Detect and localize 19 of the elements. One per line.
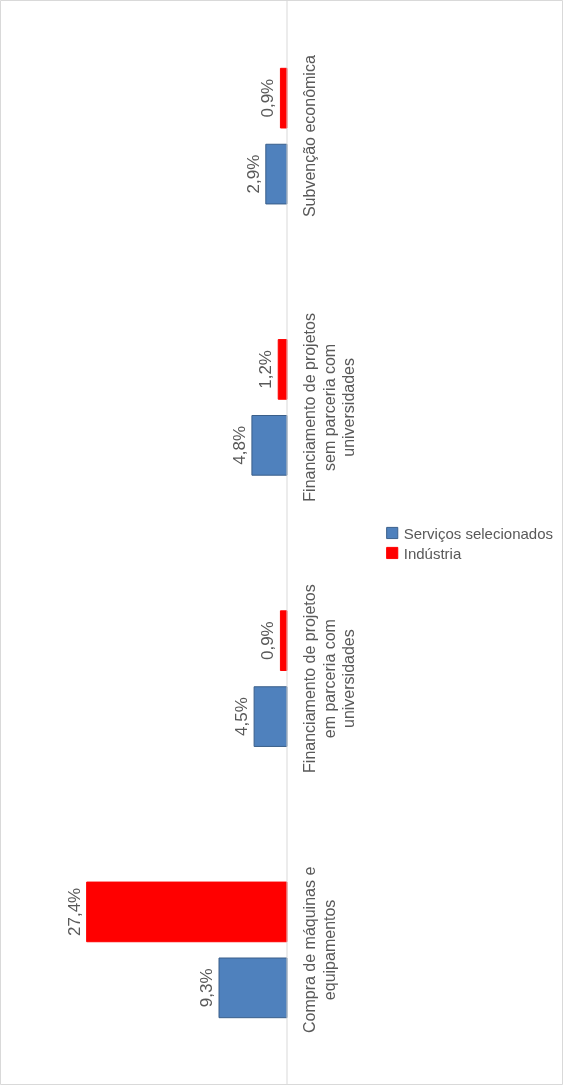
legend-label: Serviços selecionados (403, 524, 553, 541)
data-label: 4,5% (232, 697, 252, 736)
bar (253, 686, 288, 747)
bar (86, 881, 288, 943)
data-label: 1,2% (256, 350, 276, 389)
data-label: 27,4% (64, 887, 84, 936)
y-tick-label: Financiamento de projetos em parceria com universidades (301, 584, 358, 773)
y-tick-label: Subvenção econômica (301, 55, 319, 218)
data-label: 9,3% (197, 968, 216, 1008)
data-label: 2,9% (243, 154, 263, 194)
y-tick-label: Financiamento de projetos sem parceria com universidades (301, 313, 358, 502)
legend-label: Indústria (403, 544, 462, 561)
data-label: 0,9% (258, 621, 278, 661)
data-label: 4,8% (229, 425, 249, 465)
bar (251, 415, 288, 476)
y-tick-label: Compra de máquinas e equipamentos (301, 866, 338, 1034)
bar (265, 143, 288, 205)
data-label: 0,9% (258, 78, 278, 118)
bar (218, 957, 288, 1019)
